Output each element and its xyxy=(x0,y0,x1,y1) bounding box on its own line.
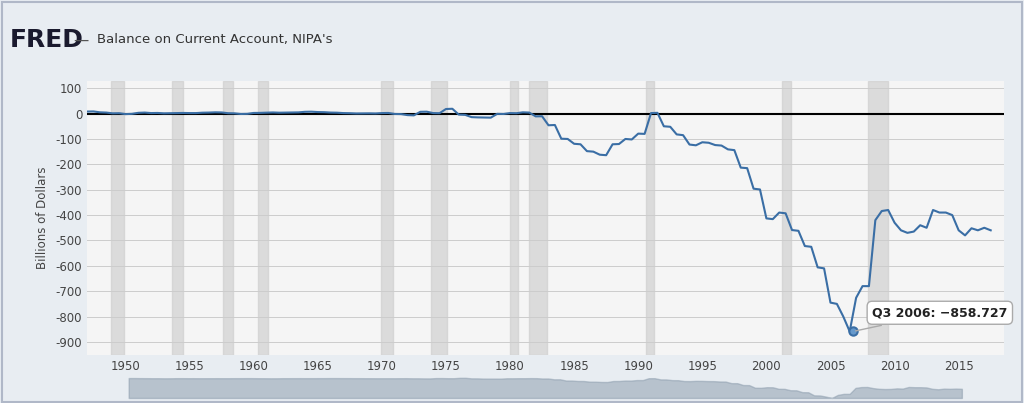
Text: Balance on Current Account, NIPA's: Balance on Current Account, NIPA's xyxy=(97,33,333,46)
Y-axis label: Billions of Dollars: Billions of Dollars xyxy=(36,166,48,269)
Bar xyxy=(381,81,393,355)
Bar xyxy=(867,81,888,355)
Bar xyxy=(529,81,547,355)
Bar xyxy=(430,81,447,355)
Bar xyxy=(223,81,233,355)
Bar xyxy=(646,81,653,355)
Text: —: — xyxy=(74,32,89,48)
Bar xyxy=(257,81,267,355)
Bar xyxy=(510,81,518,355)
Bar xyxy=(781,81,791,355)
Text: FRED: FRED xyxy=(10,28,84,52)
Text: Q3 2006: −858.727: Q3 2006: −858.727 xyxy=(856,306,1008,331)
Bar xyxy=(172,81,183,355)
Bar xyxy=(112,81,124,355)
